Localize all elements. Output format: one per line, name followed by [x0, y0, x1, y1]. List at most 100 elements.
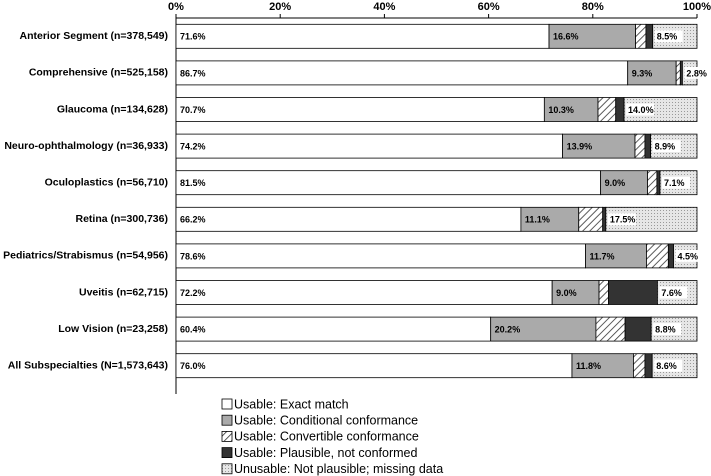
bar-segment: [571, 353, 634, 379]
x-tick-label: 0%: [168, 1, 184, 13]
x-tick-label: 60%: [478, 1, 500, 13]
bar-segment: [520, 206, 580, 232]
legend-swatch: [221, 414, 233, 426]
bar-segment: [646, 243, 669, 269]
bar-segment: [634, 133, 646, 159]
bar-segment: [644, 353, 653, 379]
bar-segment: [675, 60, 681, 86]
category-label: Low Vision (n=23,258): [58, 323, 168, 335]
legend-swatch: [221, 398, 233, 410]
label-bg: [684, 66, 711, 79]
bar-segment: [647, 170, 658, 196]
bar-segment: [175, 23, 550, 49]
bar-segment: [490, 316, 597, 342]
value-label: 8.5%: [657, 32, 678, 42]
label-bg: [662, 176, 691, 189]
x-tick-label: 100%: [683, 1, 711, 13]
bar-segment: [602, 206, 607, 232]
category-label: Glaucoma (n=134,628): [57, 103, 168, 115]
x-tick-label: 20%: [269, 1, 291, 13]
value-label: 86.7%: [180, 68, 206, 78]
bar-segment: [175, 353, 573, 379]
value-label: 71.6%: [180, 32, 206, 42]
bar-segment: [598, 280, 609, 305]
bar-segment: [175, 170, 602, 196]
category-label: Anterior Segment (n=378,549): [19, 30, 168, 42]
value-label: 17.5%: [610, 215, 636, 225]
value-label: 20.2%: [495, 324, 521, 334]
value-label: 16.6%: [553, 32, 579, 42]
value-label: 8.8%: [655, 324, 676, 334]
value-label: 70.7%: [180, 105, 206, 115]
bar-segment: [175, 243, 586, 269]
legend-label: Usable: Exact match: [234, 397, 349, 411]
value-label: 72.2%: [180, 288, 206, 298]
value-label: 8.6%: [656, 361, 677, 371]
value-label: 14.0%: [628, 105, 654, 115]
category-label: All Subspecialties (N=1,573,643): [8, 359, 168, 371]
x-tick-label: 40%: [373, 1, 395, 13]
bar-segment: [635, 23, 647, 49]
bar-segment: [645, 23, 654, 49]
value-label: 9.3%: [632, 68, 653, 78]
legend-label: Unusable: Not plausible; missing data: [234, 462, 443, 476]
bar-segment: [175, 60, 629, 86]
value-label: 2.8%: [686, 68, 707, 78]
label-bg: [654, 30, 683, 43]
label-bg: [659, 286, 688, 299]
bar-segment: [656, 170, 661, 196]
value-label: 10.3%: [548, 105, 574, 115]
bar-segment: [644, 133, 652, 159]
bar-segment: [562, 133, 636, 159]
legend-swatch: [221, 463, 233, 475]
value-label: 4.5%: [678, 251, 699, 261]
label-bg: [653, 323, 682, 336]
category-label: Uveitis (n=62,715): [79, 286, 168, 298]
category-label: Oculoplastics (n=56,710): [45, 176, 168, 188]
bar-segment: [624, 316, 652, 342]
bar-segment: [600, 170, 648, 196]
value-label: 11.7%: [590, 251, 615, 261]
bar-segment: [585, 243, 647, 269]
value-label: 7.1%: [664, 178, 685, 188]
value-label: 78.6%: [180, 251, 206, 261]
label-bg: [607, 213, 636, 226]
bar-segment: [551, 280, 600, 305]
bar-segment: [597, 97, 617, 122]
value-label: 9.0%: [605, 178, 626, 188]
value-label: 13.9%: [567, 141, 593, 151]
label-bg: [675, 249, 704, 262]
category-label: Neuro-ophthalmology (n=36,933): [4, 140, 168, 152]
legend-swatch: [221, 430, 233, 442]
bar-segment: [175, 133, 563, 159]
bar-segment: [578, 206, 604, 232]
legend-label: Usable: Convertible conformance: [234, 430, 419, 444]
label-bg: [652, 140, 681, 153]
category-label: Retina (n=300,736): [75, 213, 168, 225]
value-label: 76.0%: [180, 361, 206, 371]
bar-segment: [548, 23, 636, 49]
legend-swatch: [221, 447, 233, 459]
value-label: 11.1%: [525, 215, 550, 225]
bar-segment: [595, 316, 626, 342]
bar-segment: [175, 316, 492, 342]
value-label: 66.2%: [180, 215, 206, 225]
bar-segment: [667, 243, 674, 269]
bar-segment: [615, 97, 625, 122]
bar-segment: [175, 97, 545, 122]
legend-label: Usable: Plausible, not conformed: [234, 446, 417, 460]
bar-segment: [608, 280, 658, 305]
value-label: 81.5%: [180, 178, 206, 188]
value-label: 11.8%: [576, 361, 601, 371]
bar-segment: [175, 206, 522, 232]
label-bg: [654, 359, 683, 372]
bar-segment: [633, 353, 646, 379]
value-label: 7.6%: [661, 288, 682, 298]
value-label: 74.2%: [180, 141, 206, 151]
bar-segment: [175, 280, 553, 305]
category-label: Comprehensive (n=525,158): [29, 67, 168, 79]
label-bg: [626, 103, 655, 116]
value-label: 60.4%: [180, 324, 206, 334]
value-label: 9.0%: [556, 288, 577, 298]
